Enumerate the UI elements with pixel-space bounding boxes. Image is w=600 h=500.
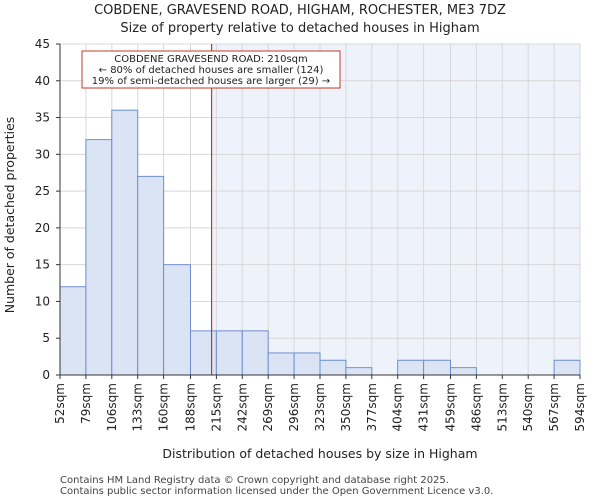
chart-title: COBDENE, GRAVESEND ROAD, HIGHAM, ROCHEST… (94, 3, 506, 18)
y-tick-label: 25 (35, 184, 50, 198)
x-tick-label: 269sqm (261, 383, 275, 431)
footer-line-1: Contains HM Land Registry data © Crown c… (60, 475, 449, 486)
y-axis-label: Number of detached properties (2, 117, 17, 314)
bars (59, 109, 581, 376)
annotation-line-3: 19% of semi-detached houses are larger (… (92, 76, 330, 87)
y-tick-label: 45 (35, 37, 50, 51)
x-tick-labels: 52sqm 79sqm 106sqm 133sqm 160sqm 188sqm 215sqm… (53, 375, 587, 431)
bar-350sqm (345, 367, 373, 376)
bar-404sqm (397, 359, 425, 376)
bar-431sqm (423, 359, 451, 376)
annotation-line-2: ← 80% of detached houses are smaller (12… (99, 65, 324, 76)
bar-52sqm (59, 286, 87, 376)
x-tick-label: 404sqm (391, 383, 405, 431)
x-tick-label: 188sqm (183, 383, 197, 431)
x-tick-label: 52sqm (53, 383, 67, 424)
y-tick-label: 35 (35, 111, 50, 125)
bar-160sqm (163, 264, 191, 376)
x-tick-label: 79sqm (79, 383, 93, 424)
bar-133sqm (137, 175, 165, 376)
x-tick-label: 323sqm (313, 383, 327, 431)
bar-459sqm (449, 367, 477, 376)
x-tick-label: 594sqm (573, 383, 587, 431)
x-tick-label: 106sqm (105, 383, 119, 431)
x-tick-label: 160sqm (157, 383, 171, 431)
chart-subtitle: Size of property relative to detached ho… (120, 21, 479, 36)
bar-269sqm (267, 352, 295, 376)
y-tick-label: 10 (35, 294, 50, 308)
x-tick-label: 431sqm (417, 383, 431, 431)
y-tick-label: 30 (35, 147, 50, 161)
bar-79sqm (85, 139, 113, 376)
x-tick-label: 350sqm (339, 383, 353, 431)
x-tick-label: 133sqm (131, 383, 145, 431)
y-tick-label: 0 (42, 368, 50, 382)
x-tick-label: 377sqm (365, 383, 379, 431)
x-tick-label: 215sqm (209, 383, 223, 431)
x-tick-label: 242sqm (235, 383, 249, 431)
x-tick-label: 296sqm (287, 383, 301, 431)
y-tick-label: 40 (35, 74, 50, 88)
bar-296sqm (293, 352, 321, 376)
bar-242sqm (241, 330, 269, 376)
bar-215sqm (215, 330, 243, 376)
annotation-line-1: COBDENE GRAVESEND ROAD: 210sqm (114, 54, 308, 65)
bar-567sqm (553, 359, 581, 376)
bar-188sqm (189, 330, 217, 376)
x-tick-label: 513sqm (495, 383, 509, 431)
footer-line-2: Contains public sector information licen… (60, 486, 493, 497)
x-tick-label: 486sqm (469, 383, 483, 431)
y-tick-label: 15 (35, 258, 50, 272)
x-tick-label: 567sqm (547, 383, 561, 431)
annotation-frame (81, 50, 341, 89)
y-tick-label: 5 (42, 331, 50, 345)
x-tick-label: 540sqm (521, 383, 535, 431)
bar-323sqm (319, 359, 347, 376)
above-marker-shade (211, 44, 580, 375)
bar-106sqm (111, 109, 139, 376)
annotation-box: COBDENE GRAVESEND ROAD: 210sqm ← 80% of … (81, 50, 341, 89)
x-axis-label: Distribution of detached houses by size … (162, 446, 477, 461)
y-tick-label: 20 (35, 221, 50, 235)
y-tick-labels: 0 5 10 15 20 25 30 35 40 45 (35, 37, 60, 382)
x-tick-label: 459sqm (443, 383, 457, 431)
